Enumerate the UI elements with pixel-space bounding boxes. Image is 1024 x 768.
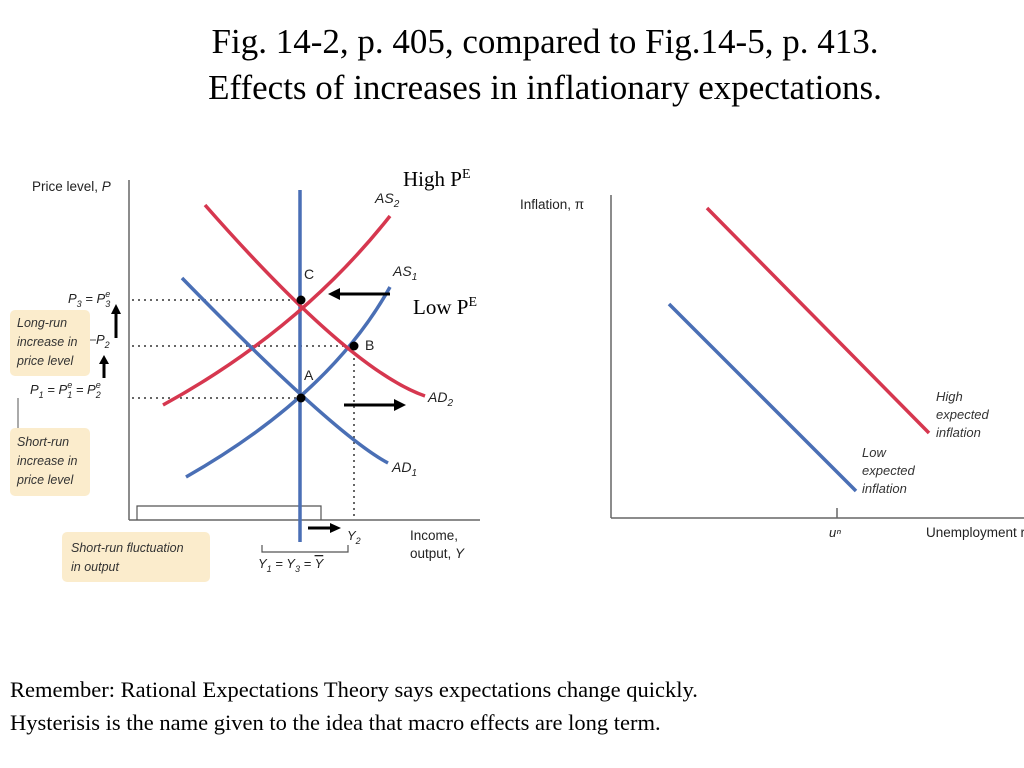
- as2-curve: [162, 214, 392, 407]
- tick-y2: Y2: [347, 528, 361, 546]
- fluctuation-line-2: in output: [71, 560, 119, 574]
- low-line-2: expected: [862, 463, 916, 478]
- left-diagram: AS2 AS1 AD2 AD1 C B A Price level, P Inc…: [10, 179, 480, 582]
- high-line-2: expected: [936, 407, 990, 422]
- right-y-axis-label: Inflation, π: [520, 197, 584, 212]
- label-point-a: A: [304, 367, 314, 383]
- output-bracket: [136, 505, 322, 520]
- low-line-1: Low: [862, 445, 887, 460]
- svg-text:Short-run increase in: Short-run increase in price level: [16, 435, 81, 487]
- title-line-2: Effects of increases in inflationary exp…: [208, 68, 882, 107]
- low-curve-label: Low expected inflation: [862, 445, 918, 496]
- fluctuation-callout: Short-run fluctuation in output: [62, 532, 210, 582]
- point-a-dot: [296, 393, 306, 403]
- short-run-line-3: price level: [16, 473, 74, 487]
- high-expected-inflation-curve: [705, 206, 931, 435]
- output-shift-arrow: [308, 523, 341, 533]
- tick-p3: P3 = Pe 3: [68, 289, 110, 309]
- high-line-1: High: [936, 389, 963, 404]
- svg-text:Short-run fluctuation: Short-run fluctuation in output: [71, 541, 187, 574]
- label-point-b: B: [365, 337, 374, 353]
- high-line-3: inflation: [936, 425, 981, 440]
- ad1-curve: [180, 276, 389, 465]
- short-run-callout: Short-run increase in price level: [10, 428, 90, 496]
- right-x-tick-label: uⁿ: [829, 525, 841, 540]
- point-b-dot: [349, 341, 359, 351]
- tick-p2: P2: [96, 332, 110, 350]
- label-point-c: C: [304, 266, 314, 282]
- tick-p1: P1 = Pe 1 = Pe 2: [30, 380, 101, 400]
- tick-y1: Y1 = Y3 = Y: [258, 556, 325, 574]
- title-line-1: Fig. 14-2, p. 405, compared to Fig.14-5,…: [211, 22, 879, 61]
- as1-curve: [185, 286, 392, 479]
- short-run-line-1: Short-run: [17, 435, 69, 449]
- right-x-axis-label: Unemployment rate, u: [926, 525, 1024, 540]
- high-curve-label: High expected inflation: [936, 389, 992, 440]
- label-ad1: AD1: [391, 459, 417, 479]
- high-pe-label: High PE: [403, 167, 471, 191]
- left-x-axis-label-2: output, Y: [410, 546, 465, 561]
- label-as1: AS1: [392, 263, 417, 283]
- low-pe-label: Low PE: [413, 295, 477, 319]
- footer-line-2: Hysterisis is the name given to the idea…: [10, 710, 661, 735]
- label-as2: AS2: [374, 190, 400, 210]
- long-run-callout: Long-run increase in price level: [10, 310, 90, 376]
- footer-line-1: Remember: Rational Expectations Theory s…: [10, 677, 698, 702]
- short-run-up-arrow: [99, 355, 109, 378]
- as-shift-arrow: [328, 288, 390, 300]
- short-run-line-2: increase in: [17, 454, 77, 468]
- label-ad2: AD2: [427, 389, 453, 409]
- y-bracket: [261, 545, 349, 553]
- svg-text:Long-run increase in: Long-run increase in price level: [16, 316, 81, 368]
- low-expected-inflation-curve: [667, 302, 858, 493]
- fluctuation-line-1: Short-run fluctuation: [71, 541, 184, 555]
- long-run-line-3: price level: [16, 354, 74, 368]
- point-c-dot: [296, 295, 306, 305]
- long-run-line-2: increase in: [17, 335, 77, 349]
- left-y-axis-label: Price level, P: [32, 179, 111, 194]
- ad2-curve: [203, 203, 426, 398]
- right-diagram: Inflation, π Unemployment rate, u uⁿ Hig…: [520, 195, 1024, 540]
- ad-shift-arrow: [344, 399, 406, 411]
- left-x-axis-label-1: Income,: [410, 528, 458, 543]
- long-run-line-1: Long-run: [17, 316, 67, 330]
- long-run-up-arrow: [111, 304, 121, 338]
- low-line-3: inflation: [862, 481, 907, 496]
